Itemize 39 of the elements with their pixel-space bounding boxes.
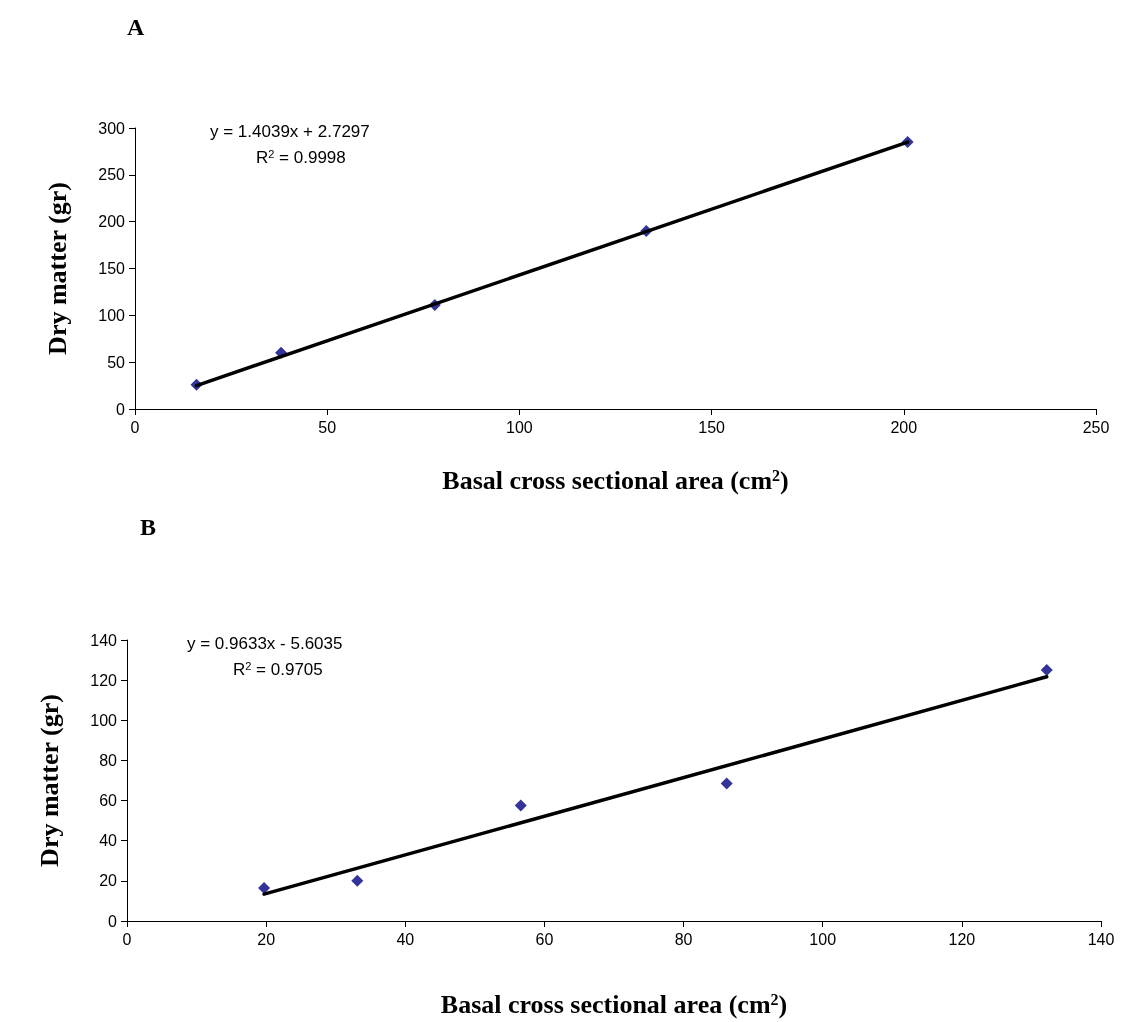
x-tick-label: 40 (396, 930, 415, 948)
y-tick-label: 200 (98, 213, 126, 231)
y-tick-label: 100 (98, 306, 126, 324)
chart-title: A (127, 14, 145, 40)
x-tick-label: 100 (506, 418, 533, 436)
point (258, 881, 271, 894)
annotation: y = 1.4039x + 2.7297 (210, 122, 370, 141)
x-tick-label: 250 (1082, 418, 1110, 436)
point (720, 777, 733, 790)
point (514, 799, 527, 812)
y-tick-label: 300 (98, 119, 126, 137)
y-tick-label: 40 (99, 832, 118, 850)
chart-title: B (140, 514, 157, 540)
x-tick-label: 200 (890, 418, 918, 436)
y-tick-label: 60 (99, 792, 118, 810)
x-tick-label: 0 (130, 418, 140, 436)
point (1040, 664, 1053, 677)
x-tick-label: 100 (809, 930, 837, 948)
x-tick-label: 60 (535, 930, 554, 948)
y-tick-label: 140 (90, 631, 118, 649)
x-tick-label: 140 (1087, 930, 1115, 948)
x-tick-label: 50 (318, 418, 337, 436)
x-tick-label: 80 (674, 930, 693, 948)
annotation: y = 0.9633x - 5.6035 (187, 634, 343, 653)
point (351, 874, 364, 887)
y-tick-label: 150 (98, 260, 126, 277)
y-tick-label: 120 (90, 671, 118, 689)
x-tick-label: 150 (698, 418, 726, 436)
y-axis-title: Dry matter (gr) (34, 694, 64, 867)
y-axis-title: Dry matter (gr) (42, 182, 72, 355)
x-tick-label: 20 (257, 930, 276, 948)
y-tick-label: 20 (99, 872, 118, 890)
x-tick-label: 120 (948, 930, 976, 948)
y-tick-label: 50 (107, 353, 126, 371)
y-tick-label: 0 (116, 400, 126, 418)
y-tick-label: 250 (98, 166, 126, 184)
y-tick-label: 0 (108, 912, 118, 930)
y-tick-label: 100 (90, 711, 118, 729)
y-tick-label: 80 (99, 751, 118, 769)
